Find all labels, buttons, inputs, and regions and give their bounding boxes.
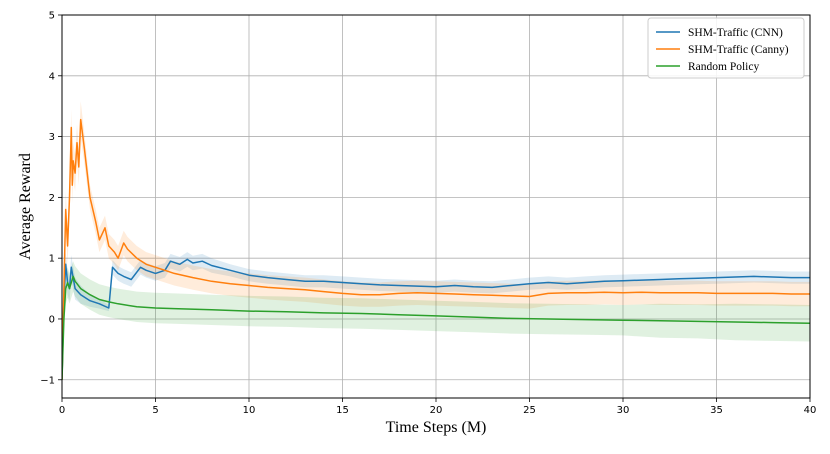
legend: SHM-Traffic (CNN) SHM-Traffic (Canny) Rand… <box>647 17 805 79</box>
y-axis-label: Average Reward <box>17 153 34 260</box>
series-band-2 <box>62 261 810 380</box>
y-tick-label: −1 <box>40 375 55 386</box>
x-tick-label: 5 <box>152 405 158 416</box>
x-tick-label: 20 <box>430 405 443 416</box>
x-tick-label: 25 <box>523 405 536 416</box>
x-tick-label: 35 <box>710 405 723 416</box>
x-tick-label: 15 <box>336 405 349 416</box>
legend-label-1: SHM-Traffic (Canny) <box>688 44 789 56</box>
x-tick-label: 0 <box>59 405 65 416</box>
confidence-bands <box>62 101 810 380</box>
y-tick-label: 0 <box>49 314 55 325</box>
y-tick-label: 2 <box>49 193 55 204</box>
series-lines <box>62 118 810 380</box>
legend-label-2: Random Policy <box>688 61 759 73</box>
y-tick-label: 1 <box>49 254 55 265</box>
x-tick-label: 30 <box>617 405 630 416</box>
series-line-0 <box>62 258 810 380</box>
axis-ticks: 0 5 10 15 20 25 30 35 40 −1 0 1 2 3 4 5 <box>40 11 816 417</box>
x-tick-label: 40 <box>804 405 817 416</box>
y-tick-label: 4 <box>49 71 55 82</box>
legend-label-0: SHM-Traffic (CNN) <box>688 27 783 39</box>
x-axis-label: Time Steps (M) <box>386 419 487 436</box>
x-tick-label: 10 <box>243 405 256 416</box>
grid-lines <box>61 14 811 398</box>
y-tick-label: 3 <box>49 132 55 143</box>
y-tick-label: 5 <box>49 11 55 22</box>
series-line-2 <box>62 275 810 380</box>
series-line-1 <box>62 118 810 380</box>
legend-box <box>647 17 805 79</box>
series-band-0 <box>62 252 810 380</box>
